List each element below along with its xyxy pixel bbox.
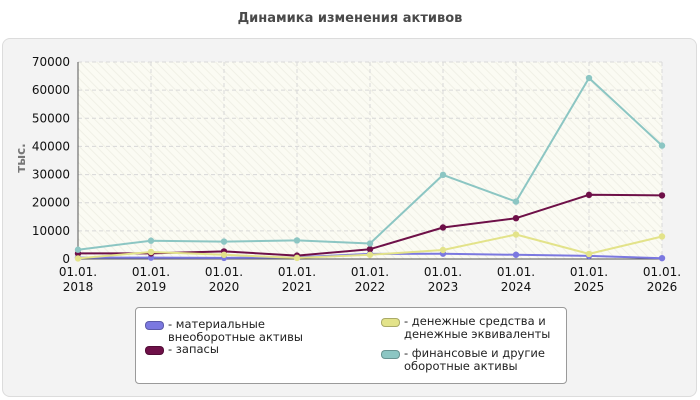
y-tick-label: 10000 (32, 224, 70, 238)
x-tick-label: 01.01. (205, 265, 243, 279)
x-tick-label: 01.01. (570, 265, 608, 279)
x-tick-label: 2022 (355, 280, 386, 294)
data-point (512, 214, 520, 222)
legend-item-financial-assets: - финансовые и другие оборотные активы (381, 347, 561, 373)
data-point (366, 240, 374, 247)
grid-lines (77, 61, 663, 259)
data-point (220, 251, 228, 258)
x-tick-label: 2020 (209, 280, 240, 294)
data-point (147, 237, 155, 244)
data-point (658, 254, 666, 262)
y-tick-label: 20000 (32, 196, 70, 210)
chart-legend: - материальные внеоборотные активы - зап… (135, 307, 567, 384)
data-point (585, 250, 593, 258)
legend-swatch (145, 321, 164, 330)
x-tick-label: 01.01. (59, 265, 97, 279)
x-tick-label: 2024 (501, 280, 532, 294)
legend-item-inventory: - запасы (145, 343, 355, 356)
y-axis-label: тыс. (14, 143, 28, 172)
legend-label: - денежные средства и денежные эквивален… (404, 314, 551, 341)
x-tick-label: 2021 (282, 280, 313, 294)
y-tick-label: 60000 (32, 83, 70, 97)
data-point (74, 255, 82, 262)
legend-item-cash: - денежные средства и денежные эквивален… (381, 315, 561, 341)
data-point (512, 251, 520, 258)
legend-swatch (381, 350, 400, 359)
data-point (439, 224, 447, 231)
x-tick-label: 2025 (574, 280, 605, 294)
legend-swatch (381, 318, 400, 327)
x-tick-label: 01.01. (424, 265, 462, 279)
x-tick-label: 01.01. (132, 265, 170, 279)
data-point (658, 192, 666, 199)
x-tick-label: 01.01. (351, 265, 389, 279)
x-tick-label: 2023 (428, 280, 459, 294)
legend-label: - материальные внеоборотные активы (168, 317, 303, 344)
y-tick-label: 30000 (32, 168, 70, 182)
legend-item-material-assets: - материальные внеоборотные активы (145, 318, 355, 344)
data-point (293, 254, 301, 262)
data-point (147, 248, 155, 256)
data-point (439, 171, 447, 179)
data-point (512, 198, 520, 205)
data-point (658, 233, 666, 240)
x-tick-label: 01.01. (643, 265, 681, 279)
legend-swatch (145, 346, 164, 355)
data-point (585, 191, 593, 199)
data-point (366, 245, 374, 253)
data-point (74, 246, 82, 253)
y-tick-label: 70000 (32, 55, 70, 69)
data-point (366, 251, 374, 258)
chart-title: Динамика изменения активов (237, 11, 463, 26)
data-point (658, 142, 666, 149)
legend-label: - запасы (168, 342, 219, 356)
y-tick-label: 50000 (32, 111, 70, 125)
data-point (220, 238, 228, 245)
x-tick-label: 2026 (647, 280, 678, 294)
x-tick-label: 2018 (63, 280, 94, 294)
legend-label: - финансовые и другие оборотные активы (404, 346, 545, 373)
y-tick-label: 40000 (32, 139, 70, 153)
x-tick-label: 2019 (136, 280, 167, 294)
data-point (585, 74, 593, 82)
series-lines (74, 74, 666, 262)
axes: 0 10000 20000 30000 40000 50000 60000 70000 01.0… (32, 55, 681, 294)
x-tick-label: 01.01. (278, 265, 316, 279)
data-point (512, 231, 520, 238)
x-tick-label: 01.01. (497, 265, 535, 279)
data-point (293, 237, 301, 244)
y-tick-label: 0 (62, 252, 70, 266)
data-point (439, 246, 447, 254)
